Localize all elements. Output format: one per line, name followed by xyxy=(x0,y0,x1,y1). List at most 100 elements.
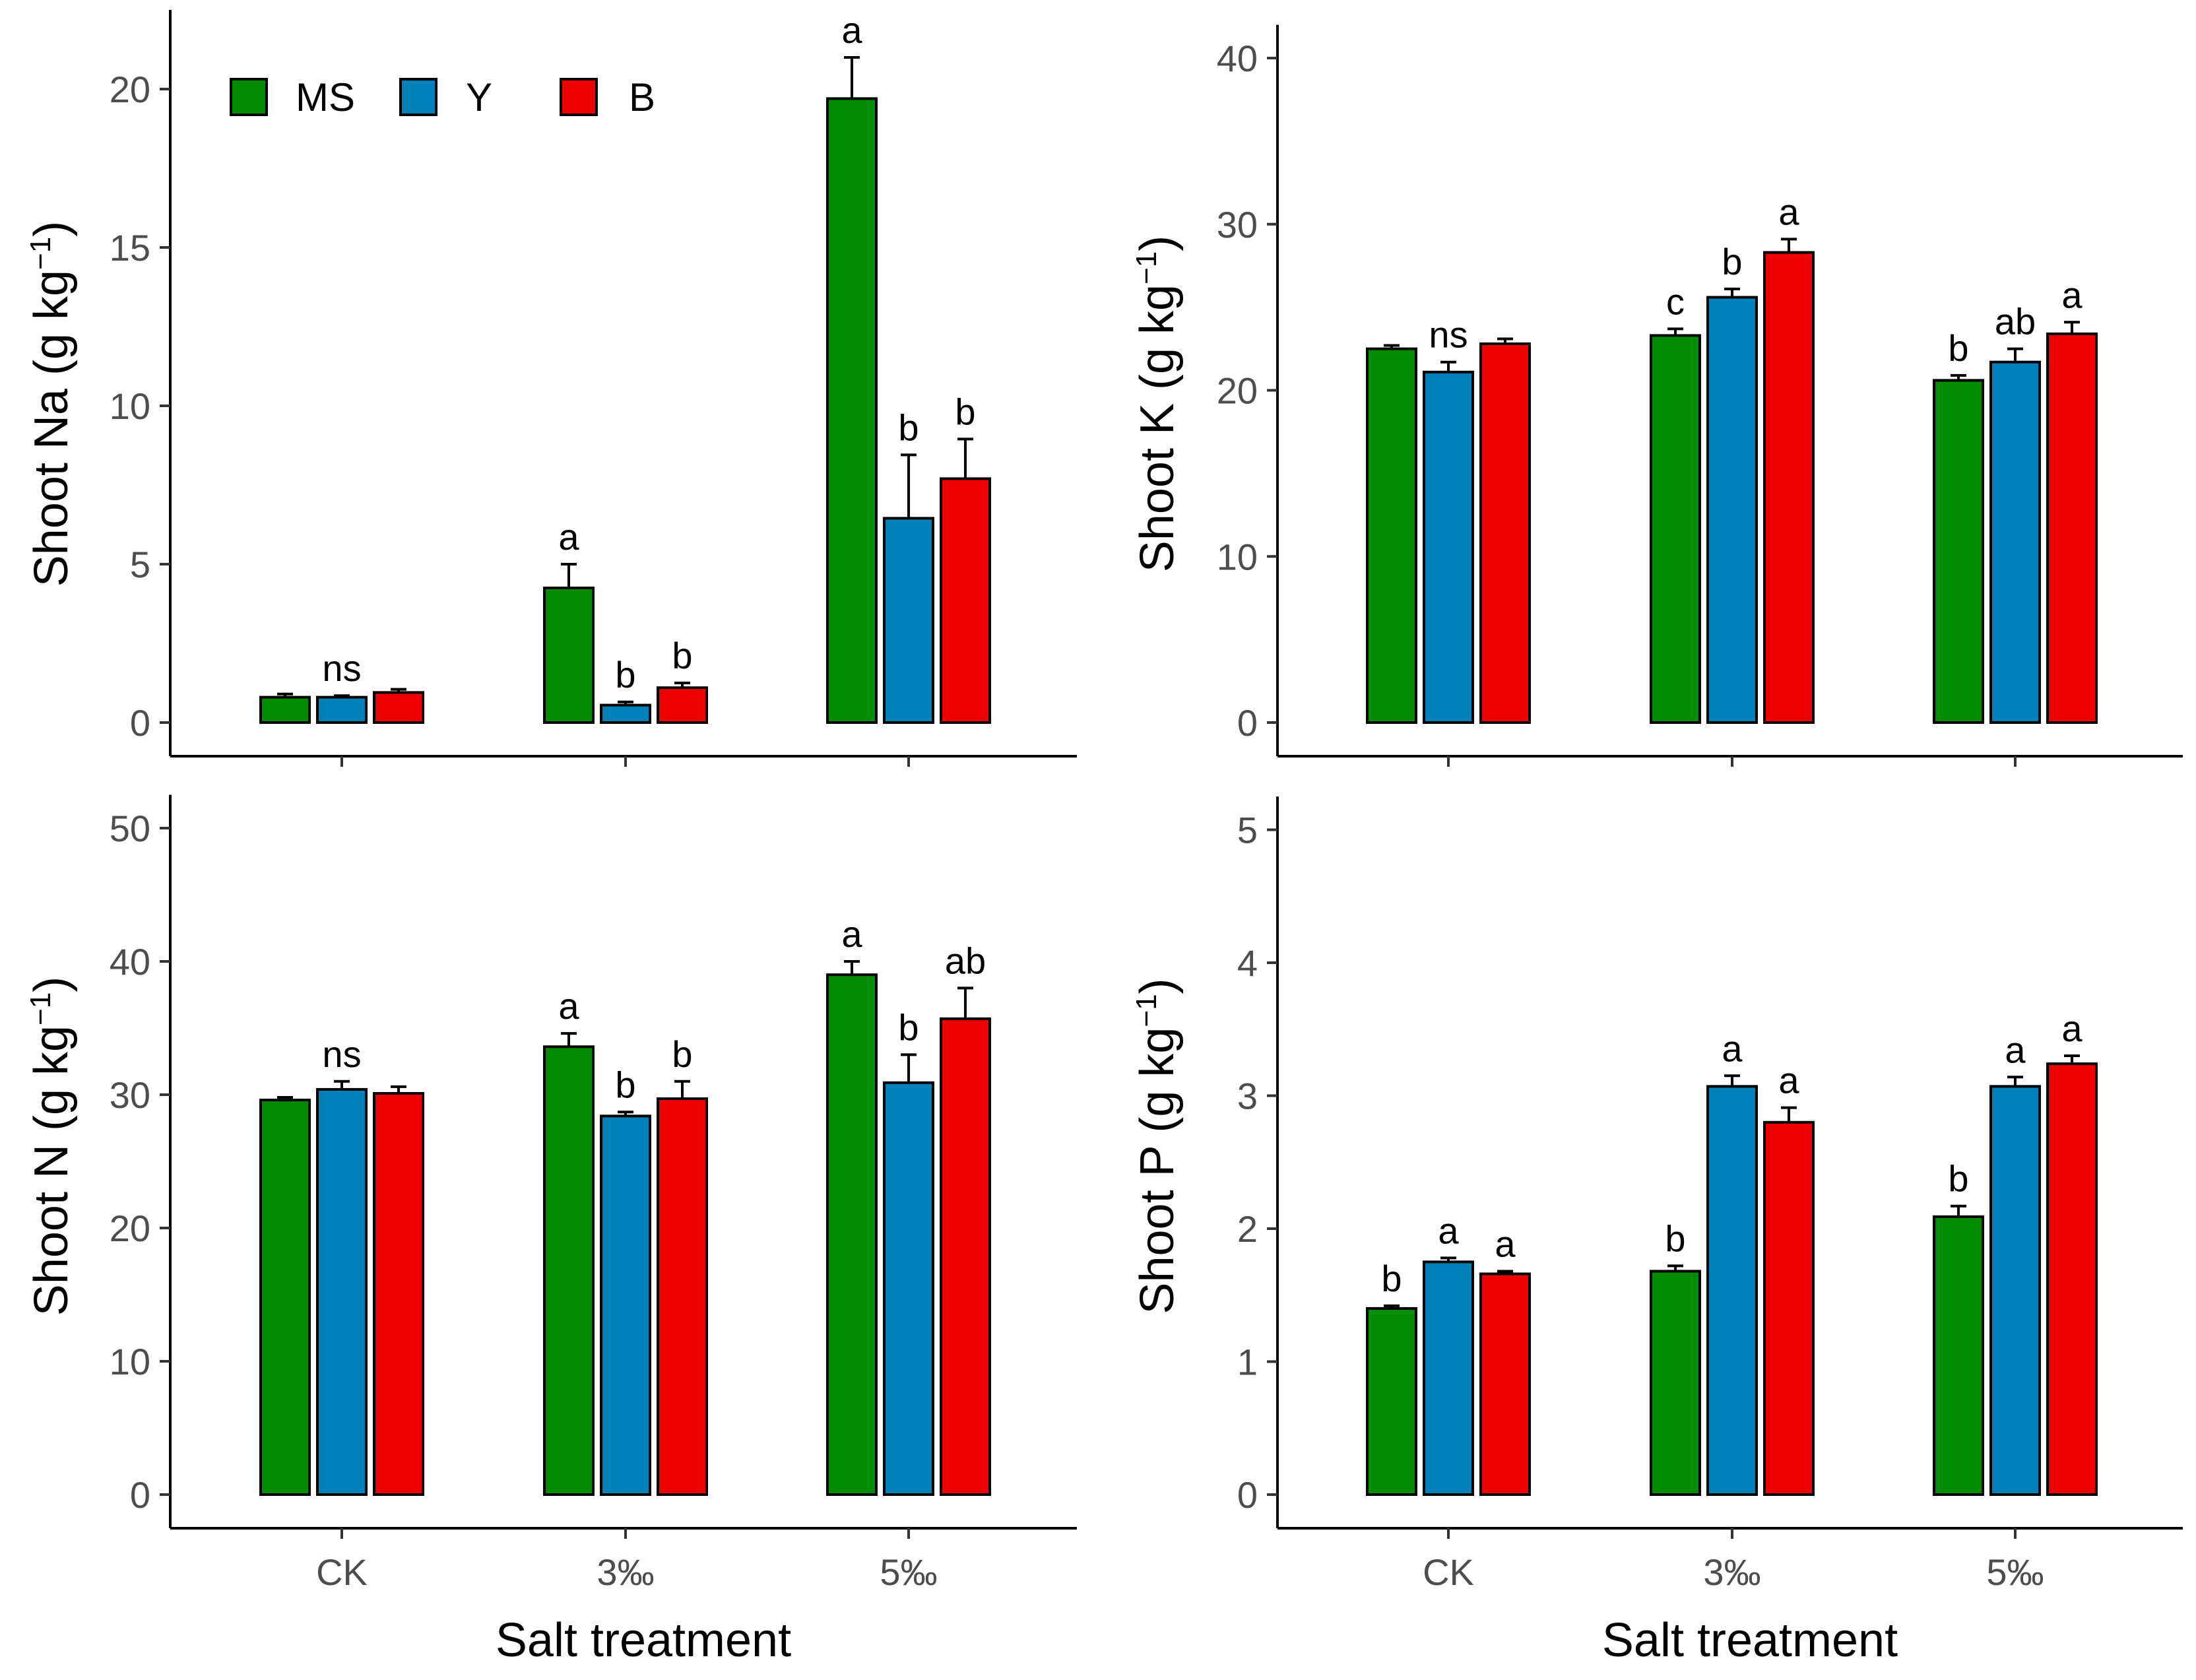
bar-y xyxy=(1706,1085,1758,1496)
legend-label-b: B xyxy=(629,75,655,119)
panel-bottom-left-y-title: Shoot N (g kg−1) xyxy=(24,977,78,1316)
bar-y xyxy=(316,695,368,724)
bar-y xyxy=(600,1115,651,1496)
y-tick-label: 40 xyxy=(1217,38,1258,79)
bar-y xyxy=(1423,370,1474,724)
y-tick-label: 10 xyxy=(1217,536,1258,577)
significance-letter: a xyxy=(1495,1223,1516,1264)
bar-ms xyxy=(826,973,878,1496)
x-tick-label: 3‰ xyxy=(1703,1551,1760,1593)
significance-letter: c xyxy=(1666,280,1685,322)
bar-ms xyxy=(543,1045,595,1496)
bar-b xyxy=(1763,1120,1815,1497)
legend-label-ms: MS xyxy=(296,75,355,119)
y-tick-label: 2 xyxy=(1237,1208,1258,1250)
significance-letter: ns xyxy=(1429,314,1468,356)
significance-letter: ns xyxy=(322,1033,361,1075)
legend: MS Y B xyxy=(230,75,655,119)
panel-bottom-right-x-title: Salt treatment xyxy=(1602,1614,1898,1667)
y-tick-label: 15 xyxy=(110,227,150,269)
bar-ms xyxy=(826,97,878,724)
y-tick-label: 0 xyxy=(130,702,150,744)
bar-ms xyxy=(1366,347,1417,724)
significance-letter: b xyxy=(1948,1158,1968,1200)
y-tick-label: 1 xyxy=(1237,1341,1258,1383)
y-tick-label: 40 xyxy=(110,941,150,983)
significance-letter: a xyxy=(558,985,579,1027)
significance-letter: b xyxy=(672,1033,692,1075)
y-tick-label: 30 xyxy=(110,1074,150,1116)
significance-letter: a xyxy=(558,516,579,558)
significance-letter: a xyxy=(1722,1027,1743,1069)
significance-letter: b xyxy=(672,635,692,676)
y-tick-label: 0 xyxy=(1237,1474,1258,1516)
bar-y xyxy=(883,1081,934,1496)
legend-label-y: Y xyxy=(466,75,492,119)
y-tick-label: 50 xyxy=(110,808,150,849)
legend-key-b xyxy=(560,78,598,116)
x-tick-label: 5‰ xyxy=(880,1551,937,1593)
panel-bottom-right-y-title: Shoot P (g kg−1) xyxy=(1130,978,1184,1314)
legend-key-y xyxy=(399,78,437,116)
significance-letter: b xyxy=(898,406,919,448)
significance-letter: ab xyxy=(1995,301,2036,342)
x-tick-label: 5‰ xyxy=(1986,1551,2044,1593)
panel-top-right-y-title: Shoot K (g kg−1) xyxy=(1130,236,1184,572)
bar-y xyxy=(316,1087,368,1497)
significance-letter: ab xyxy=(945,940,986,981)
y-tick-label: 10 xyxy=(110,1341,150,1382)
bar-b xyxy=(657,1097,708,1497)
bar-b xyxy=(2046,1062,2098,1496)
significance-letter: a xyxy=(841,913,862,955)
bar-b xyxy=(1763,251,1815,724)
significance-letter: a xyxy=(1778,1060,1799,1101)
bar-b xyxy=(373,691,424,725)
bar-y xyxy=(1989,360,2041,724)
panel-top-left-y-title: Shoot Na (g kg−1) xyxy=(24,221,78,587)
x-tick-label: 3‰ xyxy=(597,1551,654,1593)
x-tick-label: CK xyxy=(1423,1551,1474,1593)
bar-ms xyxy=(259,695,311,724)
bar-b xyxy=(2046,332,2098,724)
y-tick-label: 20 xyxy=(1217,370,1258,412)
bar-y xyxy=(600,703,651,724)
significance-letter: a xyxy=(2061,1008,2083,1049)
bar-y xyxy=(1989,1085,2041,1496)
y-tick-label: 0 xyxy=(130,1474,150,1516)
significance-letter: ns xyxy=(322,647,361,689)
significance-letter: b xyxy=(615,654,635,695)
bar-b xyxy=(940,477,991,725)
y-tick-label: 0 xyxy=(1237,702,1258,744)
significance-letter: a xyxy=(2005,1029,2026,1070)
significance-letter: a xyxy=(1438,1210,1459,1251)
bar-b xyxy=(940,1017,991,1496)
significance-letter: b xyxy=(1948,327,1968,369)
y-tick-label: 20 xyxy=(110,1208,150,1249)
y-tick-label: 5 xyxy=(1237,810,1258,851)
significance-letter: b xyxy=(615,1064,635,1105)
bar-ms xyxy=(1650,334,1701,724)
significance-letter: b xyxy=(955,391,975,432)
bar-b xyxy=(1479,342,1531,724)
significance-letter: a xyxy=(1778,191,1799,232)
y-tick-label: 4 xyxy=(1237,942,1258,984)
significance-letter: b xyxy=(1722,241,1742,282)
significance-letter: a xyxy=(841,9,862,51)
significance-letter: a xyxy=(2061,274,2083,315)
bar-ms xyxy=(1366,1307,1417,1497)
significance-letter: b xyxy=(1665,1217,1685,1259)
bar-b xyxy=(373,1091,424,1496)
bar-ms xyxy=(1650,1270,1701,1496)
significance-letter: b xyxy=(1381,1258,1402,1299)
significance-letter: b xyxy=(898,1006,919,1048)
bar-y xyxy=(883,517,934,725)
y-tick-label: 5 xyxy=(130,544,150,585)
